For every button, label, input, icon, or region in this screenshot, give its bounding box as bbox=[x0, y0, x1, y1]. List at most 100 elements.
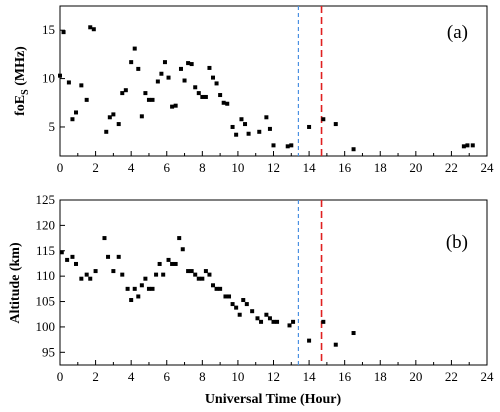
data-point bbox=[267, 126, 272, 131]
data-point bbox=[461, 144, 466, 149]
data-point bbox=[159, 71, 164, 76]
data-point bbox=[333, 342, 338, 347]
y-tick-label: 125 bbox=[36, 192, 56, 207]
data-point bbox=[132, 286, 137, 291]
data-point bbox=[107, 115, 112, 120]
data-point bbox=[351, 331, 356, 336]
data-point bbox=[255, 316, 260, 321]
x-tick-label: 8 bbox=[199, 369, 206, 384]
x-tick-label: 16 bbox=[338, 369, 352, 384]
data-point bbox=[111, 112, 116, 117]
x-tick-label: 0 bbox=[57, 160, 64, 175]
x-tick-label: 22 bbox=[445, 369, 458, 384]
data-point bbox=[120, 91, 125, 96]
data-point bbox=[227, 294, 232, 299]
x-tick-label: 6 bbox=[164, 369, 171, 384]
panel-b: 0 2 4 6 8 10 12 14 16 18 20 22 24 951001051101151201… bbox=[8, 192, 494, 407]
data-point bbox=[157, 261, 162, 266]
data-point bbox=[146, 97, 151, 102]
data-point bbox=[246, 131, 251, 136]
data-point bbox=[139, 114, 144, 119]
panel-a-y-axis-label: foES (MHz) bbox=[13, 46, 31, 116]
data-point bbox=[234, 305, 239, 310]
data-point bbox=[70, 117, 75, 122]
data-point bbox=[223, 294, 228, 299]
data-point bbox=[178, 66, 183, 71]
data-point bbox=[150, 286, 155, 291]
data-point bbox=[91, 27, 96, 32]
data-point bbox=[271, 143, 276, 148]
panel-b-x-ticks: 0 2 4 6 8 10 12 14 16 18 20 22 24 bbox=[57, 360, 494, 384]
data-point bbox=[267, 316, 272, 321]
data-point bbox=[93, 269, 98, 274]
data-point bbox=[189, 62, 194, 67]
y-tick-label: 110 bbox=[36, 268, 55, 283]
data-point bbox=[289, 143, 294, 148]
data-point bbox=[237, 312, 242, 317]
data-point bbox=[74, 110, 79, 115]
x-tick-label: 2 bbox=[92, 160, 99, 175]
data-point bbox=[196, 276, 201, 281]
data-point bbox=[250, 309, 255, 314]
data-point bbox=[177, 236, 182, 241]
panel-b-reference-lines bbox=[297, 200, 323, 365]
data-point bbox=[104, 129, 109, 134]
x-tick-label: 20 bbox=[409, 160, 422, 175]
data-point bbox=[139, 283, 144, 288]
data-point bbox=[116, 122, 121, 127]
panel-a-plot-frame bbox=[59, 5, 488, 157]
x-tick-label: 22 bbox=[445, 160, 458, 175]
data-point bbox=[321, 319, 326, 324]
data-point bbox=[244, 302, 249, 307]
data-point bbox=[307, 338, 312, 343]
data-point bbox=[116, 254, 121, 259]
data-point bbox=[189, 269, 194, 274]
data-point bbox=[186, 61, 191, 66]
data-point bbox=[111, 269, 116, 274]
data-point bbox=[203, 269, 208, 274]
data-point bbox=[234, 132, 239, 137]
panel-b-y-ticks: 95 100 105 110 115 120 125 bbox=[36, 192, 65, 359]
data-point bbox=[143, 276, 148, 281]
panel-a-y-ticks: 5 10 15 bbox=[42, 22, 65, 134]
x-tick-label: 4 bbox=[128, 369, 135, 384]
data-point bbox=[123, 88, 128, 93]
data-point bbox=[287, 323, 292, 328]
data-point bbox=[230, 302, 235, 307]
x-tick-label: 18 bbox=[374, 160, 387, 175]
panel-a-tag: (a) bbox=[447, 22, 468, 43]
panel-b-y-axis-label: Altitude (km) bbox=[8, 242, 23, 324]
data-point bbox=[180, 247, 185, 252]
panel-a-data-points bbox=[58, 25, 475, 152]
data-point bbox=[155, 79, 160, 84]
data-point bbox=[166, 257, 171, 262]
data-point bbox=[307, 124, 312, 129]
y-tick-label: 15 bbox=[42, 22, 55, 37]
x-tick-label: 2 bbox=[92, 369, 99, 384]
data-point bbox=[84, 97, 89, 102]
data-point bbox=[84, 272, 89, 277]
x-tick-label: 20 bbox=[409, 369, 422, 384]
data-point bbox=[239, 117, 244, 122]
x-tick-label: 16 bbox=[338, 160, 352, 175]
y-tick-label: 115 bbox=[36, 243, 55, 258]
x-tick-label: 12 bbox=[267, 369, 280, 384]
data-point bbox=[79, 83, 84, 88]
data-point bbox=[120, 272, 125, 277]
data-point bbox=[106, 254, 111, 259]
data-point bbox=[143, 91, 148, 96]
data-point bbox=[333, 122, 338, 127]
x-tick-label: 10 bbox=[231, 160, 244, 175]
data-point bbox=[207, 65, 212, 70]
x-tick-label: 6 bbox=[164, 160, 171, 175]
data-point bbox=[218, 93, 223, 98]
data-point bbox=[193, 272, 198, 277]
data-point bbox=[182, 78, 187, 83]
data-point bbox=[186, 269, 191, 274]
y-tick-label: 95 bbox=[42, 344, 55, 359]
data-point bbox=[285, 144, 290, 149]
data-point bbox=[211, 283, 216, 288]
data-point bbox=[230, 124, 235, 129]
data-point bbox=[275, 319, 280, 324]
